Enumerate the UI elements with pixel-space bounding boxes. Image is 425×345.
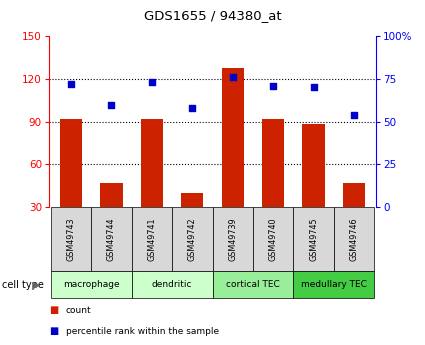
Bar (132, 207, 172, 271)
Text: cortical TEC: cortical TEC (226, 280, 280, 289)
Text: count: count (66, 306, 91, 315)
Text: macrophage: macrophage (63, 280, 119, 289)
Bar (172, 207, 212, 271)
Bar (343, 183, 365, 207)
Text: GSM49743: GSM49743 (67, 217, 76, 261)
Point (108, 102, 115, 107)
Text: GDS1655 / 94380_at: GDS1655 / 94380_at (144, 9, 281, 22)
Text: ■: ■ (49, 306, 58, 315)
Text: medullary TEC: medullary TEC (301, 280, 367, 289)
Bar (293, 271, 374, 298)
Bar (60, 119, 82, 207)
Bar (303, 125, 325, 207)
Text: percentile rank within the sample: percentile rank within the sample (66, 327, 219, 336)
Bar (181, 193, 204, 207)
Text: GSM49746: GSM49746 (349, 217, 358, 261)
Bar (262, 119, 284, 207)
Bar (51, 207, 91, 271)
Point (68, 81, 74, 87)
Bar (212, 271, 293, 298)
Text: GSM49745: GSM49745 (309, 217, 318, 261)
Text: ■: ■ (49, 326, 58, 336)
Bar (253, 207, 293, 271)
Text: dendritic: dendritic (152, 280, 193, 289)
Text: GSM49742: GSM49742 (188, 217, 197, 261)
Text: GSM49740: GSM49740 (269, 217, 278, 261)
Bar (212, 207, 253, 271)
Bar (221, 68, 244, 207)
Point (351, 112, 357, 118)
Text: GSM49744: GSM49744 (107, 217, 116, 261)
Point (230, 75, 236, 80)
Bar (91, 207, 132, 271)
Text: GSM49739: GSM49739 (228, 217, 237, 261)
Point (148, 80, 155, 85)
Text: cell type: cell type (2, 280, 44, 289)
Bar (334, 207, 374, 271)
Text: GSM49741: GSM49741 (147, 217, 156, 261)
Point (189, 105, 196, 111)
Bar (141, 119, 163, 207)
Point (270, 83, 277, 89)
Text: ▶: ▶ (33, 280, 41, 289)
Bar (293, 207, 334, 271)
Bar (100, 183, 122, 207)
Bar (132, 271, 212, 298)
Point (310, 85, 317, 90)
Bar (51, 271, 132, 298)
